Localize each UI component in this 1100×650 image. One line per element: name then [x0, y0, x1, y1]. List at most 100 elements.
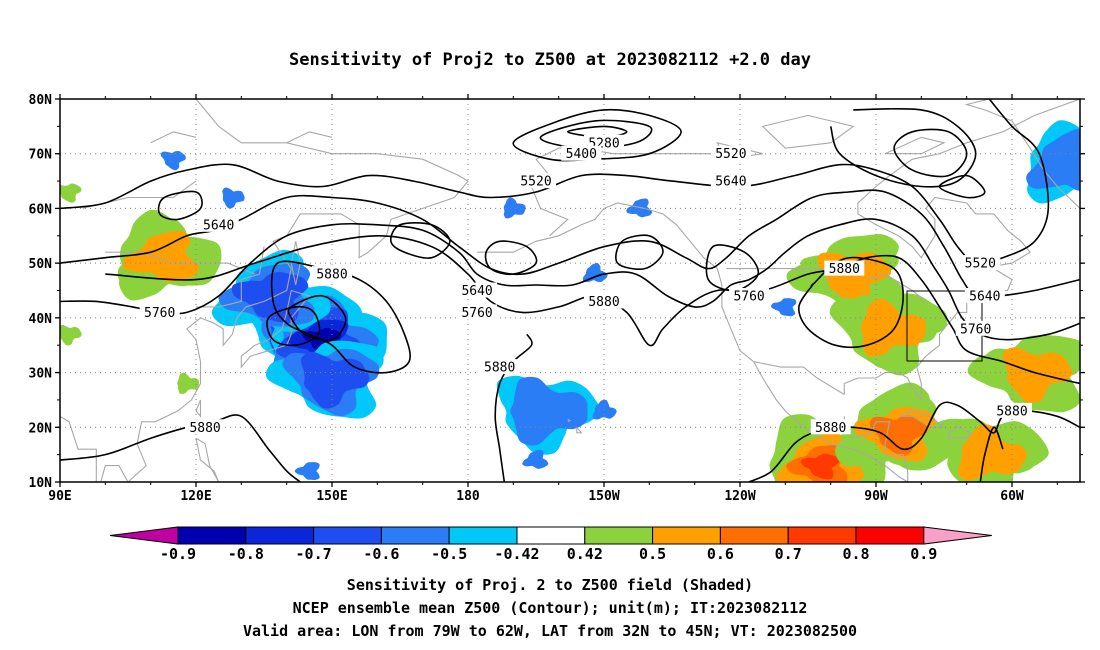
contour-label-bg: [457, 282, 498, 298]
contour-label: 5880: [815, 421, 846, 436]
contour-label-bg: [955, 320, 996, 336]
z500-contour: [270, 260, 411, 374]
coastline: [150, 131, 197, 144]
contour-label: 5520: [520, 175, 551, 190]
coastline: [240, 289, 311, 369]
shade-speck: [222, 187, 245, 209]
z500-contour: [615, 234, 664, 270]
shade-blob: [1026, 128, 1080, 191]
shade-blob: [869, 415, 928, 457]
coastline: [100, 465, 129, 482]
z500-contour: [798, 256, 905, 349]
z500-contour: [829, 107, 977, 188]
coastline: [290, 241, 301, 286]
contour-label: 5880: [829, 262, 860, 277]
colorbar-segment: [584, 526, 654, 545]
contour-label-bg: [964, 288, 1005, 303]
shade-blob: [122, 230, 200, 282]
colorbar-label: 0.6: [707, 545, 734, 563]
colorbar-label: -0.8: [228, 545, 264, 563]
z500-contour: [390, 221, 451, 259]
contour-labels: 5280540055205520564056405880576056405760…: [139, 134, 1032, 436]
shade-speck: [177, 372, 200, 394]
coastline: [196, 246, 265, 308]
shade-blob: [1002, 347, 1073, 403]
contour-label-bg: [584, 293, 624, 309]
coastline: [195, 437, 220, 482]
contour-label-bg: [561, 145, 602, 161]
coastline: [105, 251, 256, 275]
coastline: [477, 202, 908, 482]
shade-speck: [582, 262, 608, 283]
shade-speck: [294, 462, 320, 481]
colorbar-min-arrow: [109, 526, 179, 545]
colorbar-label: 0.9: [910, 545, 937, 563]
shade-blob: [800, 453, 840, 480]
contour-label: 5880: [996, 404, 1027, 419]
shade-speck: [503, 197, 526, 219]
contour-label-bg: [992, 402, 1032, 418]
coastline: [761, 114, 855, 149]
colorbar-label: -0.7: [296, 545, 332, 563]
lat-tick-label: 30N: [29, 367, 53, 382]
coastline: [60, 415, 97, 482]
lat-tick-label: 70N: [29, 148, 53, 163]
lat-tick-label: 50N: [29, 257, 53, 272]
coastline: [1079, 207, 1080, 209]
z500-contour: [60, 218, 1080, 341]
contour-label: 5880: [316, 268, 347, 283]
contour-label: 5880: [189, 421, 220, 436]
lat-lon-grid: [60, 99, 1080, 482]
colorbar-segment: [177, 526, 247, 545]
lat-tick-label: 40N: [29, 312, 53, 327]
colorbar-label: 0.42: [567, 545, 603, 563]
contour-label-bg: [710, 145, 751, 161]
coastline: [535, 147, 718, 160]
coastline: [843, 416, 909, 482]
lat-tick-label: 20N: [29, 421, 53, 436]
colorbar-segment: [380, 526, 450, 545]
lat-tick-label: 10N: [29, 476, 53, 491]
figure-title: Sensitivity of Proj2 to Z500 at 20230821…: [289, 50, 811, 70]
contour-label: 5520: [715, 147, 746, 162]
sensitivity-shading: [60, 120, 1080, 482]
lon-tick-label: 60W: [1000, 489, 1024, 504]
z500-contour: [494, 333, 533, 482]
shade-speck: [60, 324, 82, 346]
shade-speck: [592, 399, 617, 420]
colorbar-segment: [448, 526, 518, 545]
contour-label-bg: [710, 173, 751, 189]
contour-label-bg: [479, 359, 520, 375]
coastline: [286, 131, 333, 144]
colorbar-label: -0.5: [431, 545, 467, 563]
contour-label: 5640: [969, 290, 1000, 305]
colorbar-segment: [245, 526, 315, 545]
lon-tick-label: 180: [456, 489, 480, 504]
lon-tick-label: 150W: [588, 489, 619, 504]
contour-label-bg: [810, 419, 851, 435]
contour-label: 5640: [715, 175, 746, 190]
lon-tick-label: 120E: [180, 489, 211, 504]
contour-label: 5880: [484, 361, 515, 376]
lat-tick-label: 80N: [29, 93, 53, 108]
contour-label-bg: [824, 260, 865, 276]
colorbar-segment: [313, 526, 382, 545]
contour-label-bg: [185, 419, 226, 435]
colorbar-max-arrow: [923, 526, 992, 545]
caption-line-1: Sensitivity of Proj. 2 to Z500 field (Sh…: [346, 576, 754, 594]
lon-tick-label: 90W: [864, 489, 888, 504]
coastline: [576, 426, 583, 434]
z500-contour: [484, 240, 538, 276]
contour-label: 5640: [461, 284, 492, 299]
shade-speck: [771, 298, 797, 317]
z500-contour: [60, 99, 1050, 265]
z500-contour: [705, 244, 760, 292]
colorbar-label: -0.9: [160, 545, 196, 563]
contour-label: 5640: [203, 218, 234, 233]
shade-blob: [957, 424, 1027, 481]
coastline: [947, 426, 973, 439]
shade-blob: [510, 376, 588, 446]
